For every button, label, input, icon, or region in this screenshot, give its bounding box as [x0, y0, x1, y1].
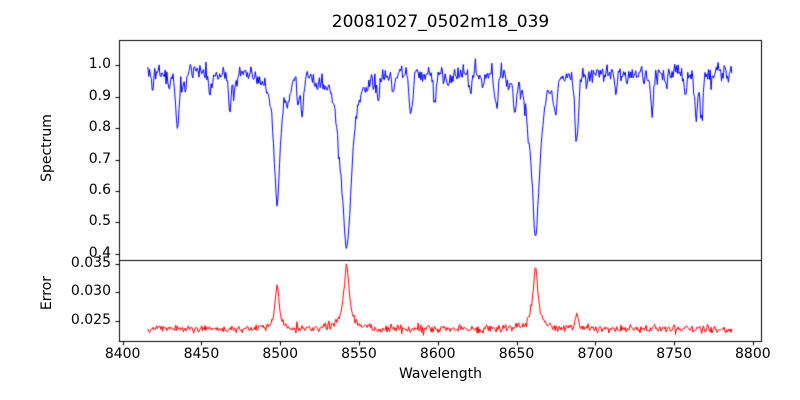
x-tick-label: 8650: [498, 346, 535, 362]
y-tick-label: 0.7: [88, 150, 111, 167]
wavelength-x-axis-label: Wavelength: [398, 366, 483, 382]
x-tick-label: 8600: [419, 346, 456, 362]
y-tick-label: 0.6: [88, 182, 111, 199]
x-tick-label: 8500: [262, 346, 299, 362]
y-tick-label: 0.4: [88, 245, 111, 262]
y-tick-label: 0.030: [70, 283, 111, 300]
x-tick-label: 8700: [577, 346, 614, 362]
y-tick-label: 0.035: [70, 255, 111, 272]
chart-title: 20081027_0502m18_039: [331, 12, 550, 32]
x-tick-label: 8750: [656, 346, 692, 362]
x-tick-label: 8550: [341, 346, 377, 362]
x-tick-label: 8400: [104, 346, 141, 362]
x-tick-label: 8800: [735, 346, 771, 362]
y-tick-label: 1.0: [88, 56, 111, 73]
x-tick-label: 8450: [183, 346, 220, 362]
y-tick-label: 0.5: [88, 213, 111, 230]
y-tick-label: 0.9: [88, 87, 111, 104]
y-tick-label: 0.025: [70, 311, 111, 328]
y-tick-label: 0.8: [88, 119, 111, 136]
